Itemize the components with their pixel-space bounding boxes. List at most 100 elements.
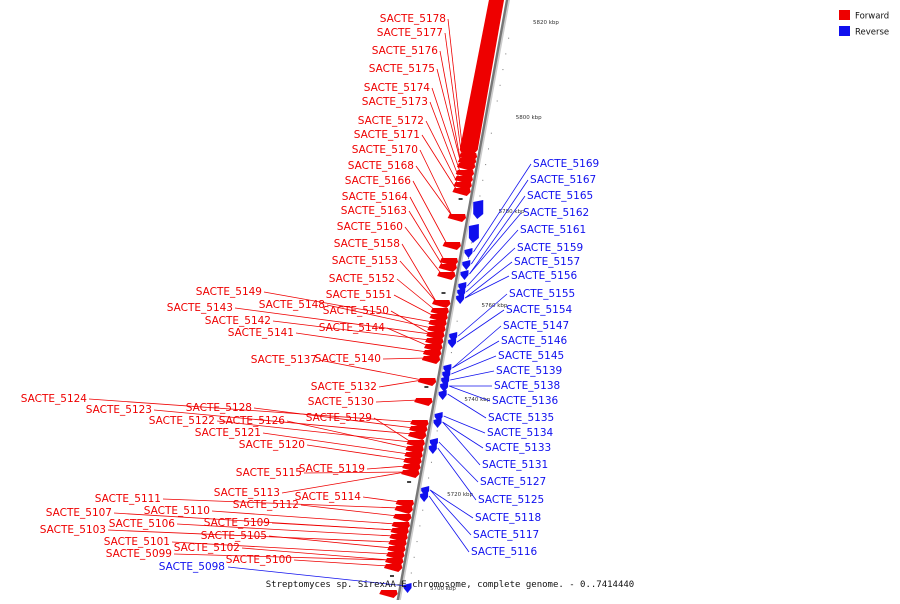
gene-label-sacte-5157[interactable]: SACTE_5157 xyxy=(514,256,580,268)
gene-label-sacte-5165[interactable]: SACTE_5165 xyxy=(527,190,593,202)
gene-label-sacte-5162[interactable]: SACTE_5162 xyxy=(523,207,589,219)
gene-label-sacte-5151[interactable]: SACTE_5151 xyxy=(326,289,392,301)
gene-label-sacte-5114[interactable]: SACTE_5114 xyxy=(295,491,362,503)
gene-label-sacte-5170[interactable]: SACTE_5170 xyxy=(352,144,418,156)
gene-label-sacte-5130[interactable]: SACTE_5130 xyxy=(308,396,374,408)
gene-label-sacte-5176[interactable]: SACTE_5176 xyxy=(372,45,439,57)
forward-feature xyxy=(414,398,433,406)
gene-label-sacte-5169[interactable]: SACTE_5169 xyxy=(533,158,599,170)
gene-label-sacte-5148[interactable]: SACTE_5148 xyxy=(259,299,325,311)
forward-feature xyxy=(401,470,420,478)
label-leader-line xyxy=(396,278,436,311)
gene-label-sacte-5174[interactable]: SACTE_5174 xyxy=(364,82,431,94)
gene-label-sacte-5175[interactable]: SACTE_5175 xyxy=(369,63,435,75)
backbone-line xyxy=(395,0,509,604)
gene-label-sacte-5103[interactable]: SACTE_5103 xyxy=(40,524,106,536)
gene-label-sacte-5145[interactable]: SACTE_5145 xyxy=(498,350,564,362)
gene-label-sacte-5156[interactable]: SACTE_5156 xyxy=(511,270,578,282)
gene-label-sacte-5167[interactable]: SACTE_5167 xyxy=(530,174,596,186)
gene-label-sacte-5164[interactable]: SACTE_5164 xyxy=(342,191,409,203)
label-leader-line xyxy=(153,409,413,435)
gene-label-sacte-5140[interactable]: SACTE_5140 xyxy=(315,353,381,365)
gene-label-sacte-5102[interactable]: SACTE_5102 xyxy=(174,542,240,554)
gene-label-sacte-5173[interactable]: SACTE_5173 xyxy=(362,96,428,108)
gene-label-sacte-5146[interactable]: SACTE_5146 xyxy=(501,335,568,347)
gene-label-sacte-5106[interactable]: SACTE_5106 xyxy=(109,518,176,530)
gene-label-sacte-5110[interactable]: SACTE_5110 xyxy=(144,505,210,517)
gene-label-sacte-5111[interactable]: SACTE_5111 xyxy=(95,493,161,505)
gene-label-sacte-5138[interactable]: SACTE_5138 xyxy=(494,380,560,392)
label-leader-line xyxy=(378,379,423,388)
gene-label-sacte-5166[interactable]: SACTE_5166 xyxy=(345,175,412,187)
gene-label-sacte-5128[interactable]: SACTE_5128 xyxy=(186,402,252,414)
label-leader-line xyxy=(234,307,431,335)
gene-label-sacte-5100[interactable]: SACTE_5100 xyxy=(226,554,292,566)
label-leader-line xyxy=(470,179,529,265)
gene-label-sacte-5172[interactable]: SACTE_5172 xyxy=(358,115,424,127)
gene-label-sacte-5125[interactable]: SACTE_5125 xyxy=(478,494,544,506)
gene-label-sacte-5177[interactable]: SACTE_5177 xyxy=(377,27,443,39)
gene-label-sacte-5153[interactable]: SACTE_5153 xyxy=(332,255,398,267)
gene-label-sacte-5141[interactable]: SACTE_5141 xyxy=(228,327,294,339)
gene-label-sacte-5117[interactable]: SACTE_5117 xyxy=(473,529,539,541)
gene-label-sacte-5135[interactable]: SACTE_5135 xyxy=(488,412,554,424)
gene-label-sacte-5152[interactable]: SACTE_5152 xyxy=(329,273,395,285)
gene-label-sacte-5131[interactable]: SACTE_5131 xyxy=(482,459,548,471)
gene-label-sacte-5147[interactable]: SACTE_5147 xyxy=(503,320,569,332)
gene-label-sacte-5116[interactable]: SACTE_5116 xyxy=(471,546,538,558)
gene-label-sacte-5158[interactable]: SACTE_5158 xyxy=(334,238,400,250)
gene-label-sacte-5121[interactable]: SACTE_5121 xyxy=(195,427,261,439)
gene-label-sacte-5136[interactable]: SACTE_5136 xyxy=(492,395,559,407)
gene-label-sacte-5109[interactable]: SACTE_5109 xyxy=(204,517,270,529)
gene-label-sacte-5139[interactable]: SACTE_5139 xyxy=(496,365,562,377)
gene-label-sacte-5160[interactable]: SACTE_5160 xyxy=(337,221,403,233)
gene-label-sacte-5119[interactable]: SACTE_5119 xyxy=(299,463,365,475)
gene-label-sacte-5126[interactable]: SACTE_5126 xyxy=(219,415,286,427)
gene-label-sacte-5142[interactable]: SACTE_5142 xyxy=(205,315,271,327)
forward-feature xyxy=(438,264,457,272)
gene-label-sacte-5124[interactable]: SACTE_5124 xyxy=(21,393,88,405)
forward-feature xyxy=(379,590,398,598)
gene-label-sacte-5113[interactable]: SACTE_5113 xyxy=(214,487,280,499)
gene-label-sacte-5101[interactable]: SACTE_5101 xyxy=(104,536,170,548)
forward-feature xyxy=(437,272,456,280)
gene-label-sacte-5133[interactable]: SACTE_5133 xyxy=(485,442,551,454)
gene-label-sacte-5112[interactable]: SACTE_5112 xyxy=(233,499,299,511)
gene-label-sacte-5107[interactable]: SACTE_5107 xyxy=(46,507,112,519)
gene-label-sacte-5171[interactable]: SACTE_5171 xyxy=(354,129,420,141)
gene-label-sacte-5149[interactable]: SACTE_5149 xyxy=(196,286,262,298)
gene-label-sacte-5134[interactable]: SACTE_5134 xyxy=(487,427,554,439)
gene-label-sacte-5118[interactable]: SACTE_5118 xyxy=(475,512,541,524)
gene-label-sacte-5122[interactable]: SACTE_5122 xyxy=(149,415,215,427)
reverse-feature xyxy=(448,338,457,348)
minor-tick xyxy=(416,541,418,543)
tick-label: 5740 kbp xyxy=(464,397,490,403)
gene-label-sacte-5105[interactable]: SACTE_5105 xyxy=(201,530,267,542)
gene-label-sacte-5129[interactable]: SACTE_5129 xyxy=(306,412,372,424)
gene-label-sacte-5155[interactable]: SACTE_5155 xyxy=(509,288,575,300)
gene-label-sacte-5115[interactable]: SACTE_5115 xyxy=(236,467,302,479)
gene-label-sacte-5159[interactable]: SACTE_5159 xyxy=(517,242,583,254)
gene-label-sacte-5144[interactable]: SACTE_5144 xyxy=(319,322,386,334)
gene-label-sacte-5168[interactable]: SACTE_5168 xyxy=(348,160,414,172)
forward-feature xyxy=(417,378,437,386)
gene-label-sacte-5132[interactable]: SACTE_5132 xyxy=(311,381,377,393)
gene-label-sacte-5137[interactable]: SACTE_5137 xyxy=(251,354,317,366)
gene-label-sacte-5143[interactable]: SACTE_5143 xyxy=(167,302,233,314)
gene-label-sacte-5161[interactable]: SACTE_5161 xyxy=(520,224,586,236)
gene-label-sacte-5178[interactable]: SACTE_5178 xyxy=(380,13,446,25)
gene-label-sacte-5098[interactable]: SACTE_5098 xyxy=(159,561,225,573)
reverse-feature xyxy=(462,260,471,270)
forward-feature xyxy=(407,432,427,440)
gene-label-sacte-5150[interactable]: SACTE_5150 xyxy=(323,305,389,317)
minor-tick xyxy=(496,100,498,102)
gene-label-sacte-5099[interactable]: SACTE_5099 xyxy=(106,548,172,560)
gene-label-sacte-5120[interactable]: SACTE_5120 xyxy=(239,439,305,451)
gene-label-sacte-5123[interactable]: SACTE_5123 xyxy=(86,404,152,416)
gene-label-sacte-5163[interactable]: SACTE_5163 xyxy=(341,205,407,217)
gene-label-sacte-5127[interactable]: SACTE_5127 xyxy=(480,476,546,488)
label-leader-line xyxy=(467,229,519,287)
gene-label-sacte-5154[interactable]: SACTE_5154 xyxy=(506,304,573,316)
